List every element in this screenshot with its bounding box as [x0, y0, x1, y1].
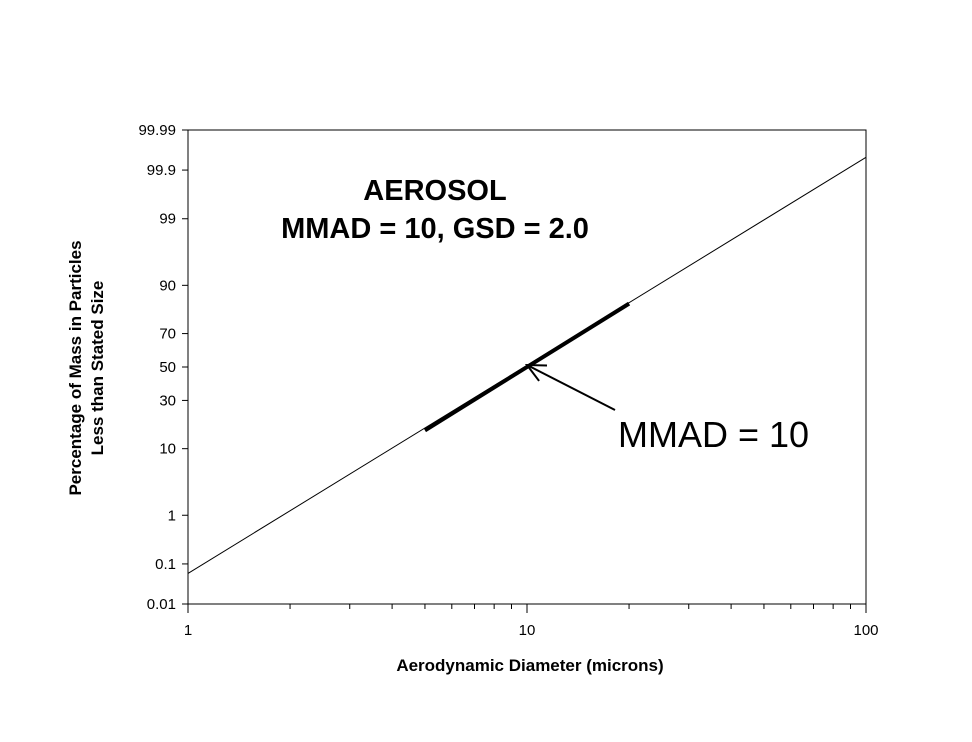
- y-tick-label: 99: [159, 211, 176, 228]
- y-tick-label: 0.1: [155, 556, 176, 573]
- y-tick-label: 99.99: [138, 122, 176, 139]
- x-tick-label: 1: [184, 622, 192, 639]
- y-tick-label: 99.9: [147, 162, 176, 179]
- y-tick-label: 1: [168, 507, 176, 524]
- annotation-arrowhead: [524, 363, 548, 382]
- y-tick-label: 10: [159, 441, 176, 458]
- y-tick-label: 50: [159, 359, 176, 376]
- y-tick-label: 30: [159, 392, 176, 409]
- x-tick-label: 100: [853, 622, 878, 639]
- annotation-label: MMAD = 10: [618, 414, 809, 455]
- y-tick-label: 70: [159, 326, 176, 343]
- mmad-annotation: MMAD = 10: [524, 363, 809, 455]
- chart-title-line-2: MMAD = 10, GSD = 2.0: [281, 213, 589, 245]
- x-axis-title: Aerodynamic Diameter (microns): [396, 656, 663, 675]
- chart-title-line-1: AEROSOL: [363, 175, 506, 207]
- y-axis-title-line-1: Percentage of Mass in Particles: [66, 240, 85, 495]
- annotation-arrow-line: [526, 364, 616, 411]
- x-axis-ticks: 1 10 100: [184, 604, 879, 639]
- series-line-thick: [423, 301, 631, 433]
- y-tick-label: 90: [159, 277, 176, 294]
- y-axis-title-line-2: Less than Stated Size: [88, 281, 107, 456]
- x-tick-label: 10: [519, 622, 536, 639]
- y-axis-ticks: 0.01 0.1 1 10 30 50 70 90 99 99.9 99.99: [138, 122, 188, 613]
- y-tick-label: 0.01: [147, 596, 176, 613]
